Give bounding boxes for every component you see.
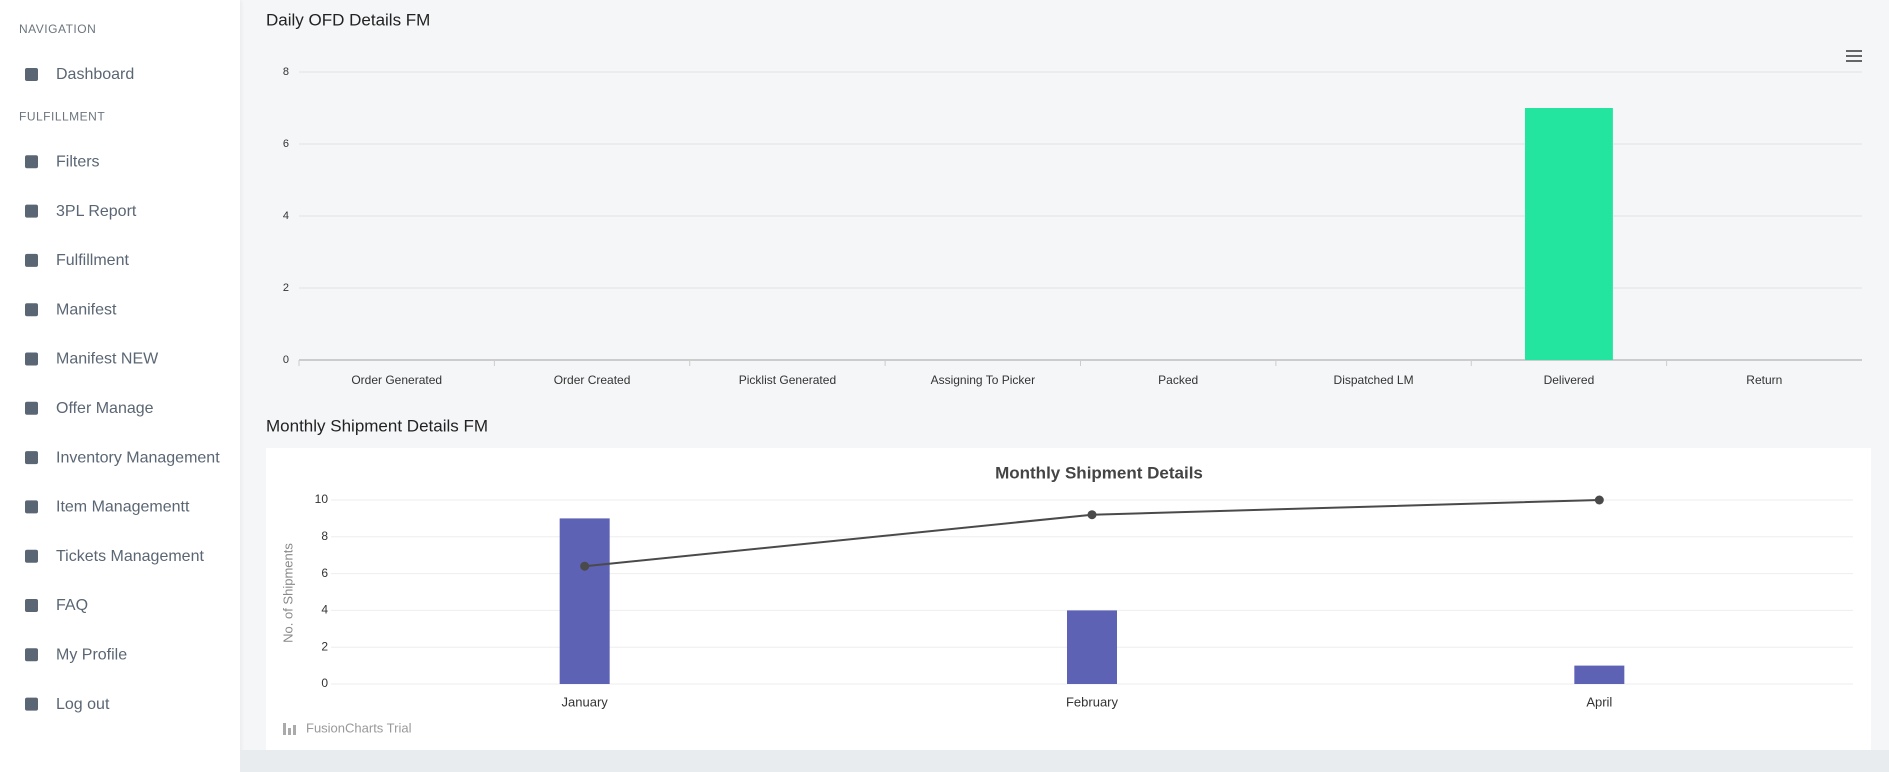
menu-icon[interactable] bbox=[1846, 50, 1862, 62]
y-tick-label: 8 bbox=[283, 66, 289, 78]
nav-item[interactable]: Inventory Management bbox=[56, 449, 220, 466]
y-tick-label: 6 bbox=[283, 138, 289, 150]
nav-icon bbox=[25, 303, 38, 317]
nav-icon bbox=[25, 599, 38, 612]
x-tick-label: Delivered bbox=[1544, 373, 1595, 387]
x-tick-label: Order Created bbox=[554, 373, 631, 387]
line-point bbox=[1087, 510, 1097, 520]
chart-title: Monthly Shipment Details bbox=[995, 463, 1203, 482]
bar bbox=[1067, 610, 1117, 684]
sidebar-menu: NAVIGATION Dashboard FULFILLMENT Filters 3PL… bbox=[19, 22, 220, 713]
nav-icon bbox=[25, 648, 38, 662]
x-tick-label: Picklist Generated bbox=[739, 373, 836, 387]
nav-icon bbox=[25, 549, 38, 563]
nav-item[interactable]: Fulfillment bbox=[56, 252, 129, 269]
y-tick-label: 4 bbox=[321, 603, 328, 617]
nav-item[interactable]: Filters bbox=[56, 154, 100, 171]
y-axis-label: No. of Shipments bbox=[280, 543, 295, 643]
x-tick-label: January bbox=[562, 694, 609, 709]
bar bbox=[1574, 665, 1625, 684]
nav-item[interactable]: Tickets Management bbox=[56, 548, 204, 565]
y-tick-label: 2 bbox=[321, 639, 328, 653]
credit-icon bbox=[283, 723, 296, 735]
y-tick-label: 6 bbox=[321, 566, 328, 580]
footer-strip bbox=[240, 750, 1889, 772]
nav-icon bbox=[25, 451, 38, 465]
nav-icon bbox=[25, 352, 38, 366]
credit: FusionCharts Trial bbox=[306, 720, 412, 735]
nav-icon bbox=[25, 204, 38, 218]
y-tick-label: 4 bbox=[283, 210, 289, 222]
nav-item[interactable]: Log out bbox=[56, 696, 110, 713]
nav-item[interactable]: Manifest NEW bbox=[56, 351, 159, 368]
y-tick-label: 8 bbox=[321, 529, 328, 543]
x-tick-label: Assigning To Picker bbox=[931, 373, 1036, 387]
line-point bbox=[1594, 495, 1604, 505]
y-tick-label: 0 bbox=[321, 676, 328, 690]
section-heading: Monthly Shipment Details FM bbox=[266, 416, 488, 435]
nav-item[interactable]: Dashboard bbox=[56, 66, 134, 83]
nav-icon bbox=[25, 500, 38, 514]
nav-item[interactable]: FAQ bbox=[56, 597, 88, 614]
x-tick-label: February bbox=[1066, 694, 1119, 709]
section-title: FULFILLMENT bbox=[19, 109, 105, 123]
nav-item[interactable]: Item Managementt bbox=[56, 499, 190, 516]
nav-icon bbox=[25, 253, 38, 267]
y-tick-label: 10 bbox=[315, 492, 329, 506]
chart-title: Daily OFD Details FM bbox=[266, 10, 430, 29]
y-tick-label: 0 bbox=[283, 354, 289, 366]
nav-icon bbox=[25, 697, 38, 711]
section-title: NAVIGATION bbox=[19, 22, 96, 36]
nav-item[interactable]: 3PL Report bbox=[56, 203, 137, 220]
y-tick-label: 2 bbox=[283, 282, 289, 294]
x-tick-label: Dispatched LM bbox=[1334, 373, 1414, 387]
x-tick-label: April bbox=[1586, 694, 1612, 709]
bar bbox=[559, 518, 610, 684]
x-tick-label: Order Generated bbox=[351, 373, 442, 387]
line-point bbox=[580, 561, 590, 571]
bar bbox=[1524, 108, 1613, 360]
nav-item[interactable]: My Profile bbox=[56, 647, 127, 664]
sidebar: NAVIGATION Dashboard FULFILLMENT Filters 3PL… bbox=[0, 0, 240, 772]
nav-icon bbox=[25, 155, 38, 169]
x-tick-label: Return bbox=[1746, 373, 1782, 387]
nav-icon bbox=[25, 68, 38, 81]
x-tick-label: Packed bbox=[1158, 373, 1198, 387]
nav-item[interactable]: Offer Manage bbox=[56, 400, 154, 417]
nav-icon bbox=[25, 401, 38, 415]
nav-item[interactable]: Manifest bbox=[56, 301, 117, 318]
